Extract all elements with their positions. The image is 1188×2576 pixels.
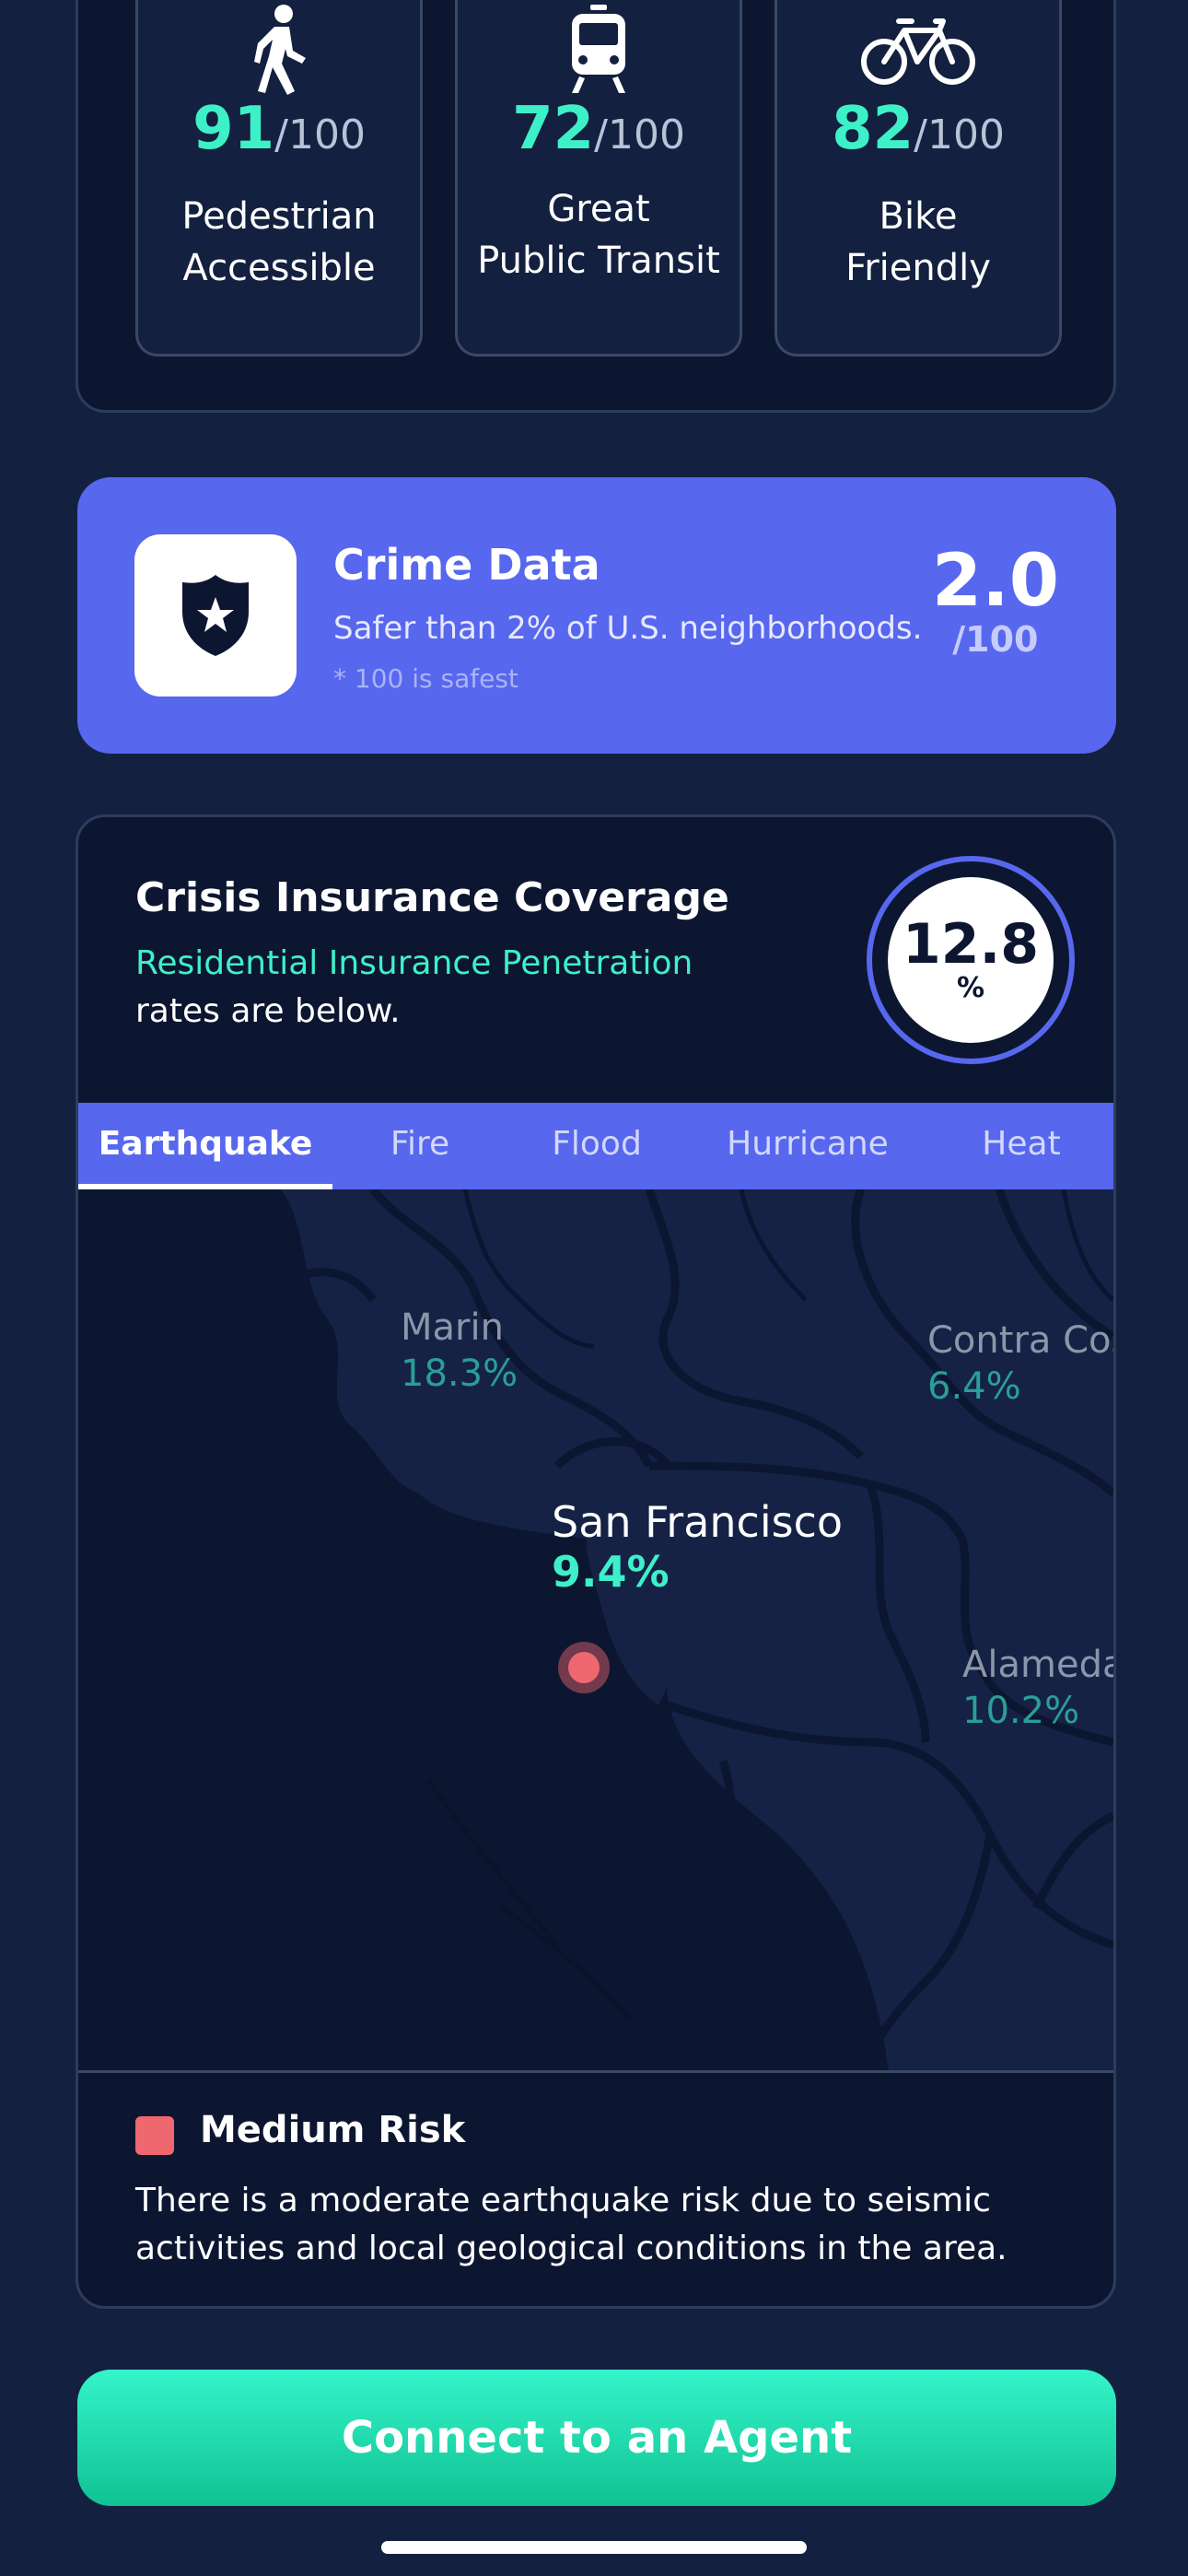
gauge-value: 12.8 xyxy=(902,911,1040,977)
insurance-card: Crisis Insurance Coverage Residential In… xyxy=(76,814,1116,2309)
bike-score-card[interactable]: 82/100 Bike Friendly xyxy=(775,0,1062,357)
home-indicator[interactable] xyxy=(381,2541,807,2554)
walk-score-value: 91/100 xyxy=(192,95,366,163)
train-icon xyxy=(458,3,740,99)
bicycle-icon xyxy=(777,3,1059,99)
pedestrian-icon xyxy=(138,3,420,99)
map-region-san-francisco-value: 9.4% xyxy=(552,1547,670,1597)
connect-agent-button[interactable]: Connect to an Agent xyxy=(77,2370,1116,2506)
risk-level-swatch xyxy=(135,2116,174,2155)
transit-score-value: 72/100 xyxy=(512,95,685,163)
bike-score-value: 82/100 xyxy=(832,95,1005,163)
crime-score-out-of: /100 xyxy=(952,619,1039,660)
map-region-marin-value: 18.3% xyxy=(401,1352,518,1395)
insurance-gauge: 12.8 % xyxy=(867,856,1075,1064)
crime-score: 2.0 /100 xyxy=(932,544,1059,660)
insurance-penetration-link[interactable]: Residential Insurance Penetration xyxy=(135,944,693,982)
map-region-alameda-value: 10.2% xyxy=(962,1690,1080,1732)
walk-score-label: Pedestrian Accessible xyxy=(181,195,377,289)
risk-description: There is a moderate earthquake risk due … xyxy=(135,2182,1007,2267)
map-region-alameda-name[interactable]: Alameda xyxy=(962,1644,1116,1686)
map-region-san-francisco-name[interactable]: San Francisco xyxy=(552,1497,844,1547)
police-badge-icon xyxy=(134,534,297,697)
tab-hurricane[interactable]: Hurricane xyxy=(727,1125,889,1163)
tab-fire[interactable]: Fire xyxy=(390,1125,450,1163)
map-region-contra-costa-name[interactable]: Contra Cost xyxy=(927,1319,1113,1362)
location-pin-icon[interactable] xyxy=(558,1642,610,1693)
insurance-description: rates are below. xyxy=(135,992,401,1030)
tab-flood[interactable]: Flood xyxy=(552,1125,642,1163)
bike-score-label: Bike Friendly xyxy=(845,195,991,289)
transit-score-card[interactable]: 72/100 Great Public Transit xyxy=(455,0,742,357)
gauge-unit: % xyxy=(956,971,985,1004)
crime-title: Crime Data xyxy=(333,540,600,590)
map-region-marin-name[interactable]: Marin xyxy=(401,1306,504,1349)
crime-subtitle: Safer than 2% of U.S. neighborhoods. xyxy=(333,610,923,647)
transit-score-label: Great Public Transit xyxy=(477,188,720,282)
risk-level-title: Medium Risk xyxy=(200,2109,466,2151)
insurance-title: Crisis Insurance Coverage xyxy=(135,874,729,921)
crime-data-card[interactable]: Crime Data Safer than 2% of U.S. neighbo… xyxy=(77,477,1116,754)
crime-score-value: 2.0 xyxy=(931,540,1059,623)
tab-heat[interactable]: Heat xyxy=(982,1125,1061,1163)
crime-note: * 100 is safest xyxy=(333,663,518,694)
map-background xyxy=(78,1189,1113,2070)
tab-earthquake[interactable]: Earthquake xyxy=(78,1103,332,1189)
walk-score-panel: 91/100 Pedestrian Accessible 72/100 Grea… xyxy=(76,0,1116,413)
walk-score-card[interactable]: 91/100 Pedestrian Accessible xyxy=(135,0,423,357)
map-region-contra-costa-value: 6.4% xyxy=(927,1365,1021,1408)
hazard-tabs: Earthquake Fire Flood Hurricane Heat xyxy=(78,1103,1113,1189)
county-map[interactable]: Marin 18.3% Contra Cost 6.4% Alameda 10.… xyxy=(78,1189,1113,2073)
